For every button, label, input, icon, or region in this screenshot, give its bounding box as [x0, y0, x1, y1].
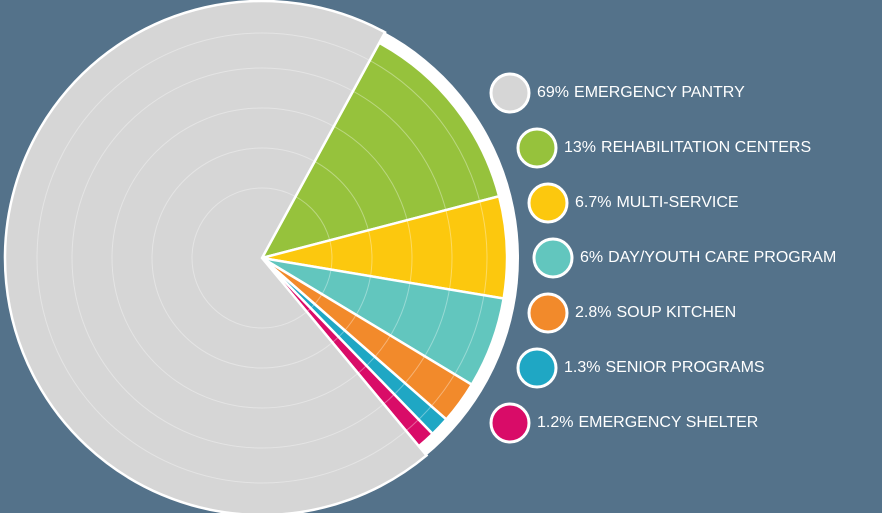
plate-rings: [36, 32, 488, 484]
legend-swatch: [489, 72, 531, 114]
legend-swatch: [489, 402, 531, 444]
legend-label: 13% REHABILITATION CENTERS: [564, 139, 811, 156]
legend-swatch: [527, 292, 569, 334]
legend-category: SOUP KITCHEN: [616, 304, 736, 321]
legend-category: DAY/YOUTH CARE PROGRAM: [608, 249, 836, 266]
pie-slice: [259, 41, 501, 260]
legend-value: 1.3%: [564, 359, 600, 376]
legend-label: 69% EMERGENCY PANTRY: [537, 84, 745, 101]
legend-category: SENIOR PROGRAMS: [605, 359, 764, 376]
legend-value: 13%: [564, 139, 596, 156]
legend-value: 2.8%: [575, 304, 611, 321]
legend-label: 1.2% EMERGENCY SHELTER: [537, 414, 758, 431]
legend-category: REHABILITATION CENTERS: [601, 139, 811, 156]
legend-label: 6% DAY/YOUTH CARE PROGRAM: [580, 249, 836, 266]
legend-category: MULTI-SERVICE: [616, 194, 738, 211]
pie: [3, 0, 509, 513]
legend-swatch: [516, 347, 558, 389]
legend: 69% EMERGENCY PANTRY 13% REHABILITATION CEN…: [489, 72, 836, 444]
legend-value: 6.7%: [575, 194, 611, 211]
legend-label: 1.3% SENIOR PROGRAMS: [564, 359, 765, 376]
legend-value: 1.2%: [537, 414, 573, 431]
legend-value: 69%: [537, 84, 569, 101]
legend-category: EMERGENCY SHELTER: [578, 414, 758, 431]
legend-swatch: [527, 182, 569, 224]
legend-label: 6.7% MULTI-SERVICE: [575, 194, 739, 211]
legend-swatch: [516, 127, 558, 169]
legend-value: 6%: [580, 249, 603, 266]
legend-category: EMERGENCY PANTRY: [574, 84, 745, 101]
legend-label: 2.8% SOUP KITCHEN: [575, 304, 736, 321]
pie-slice: [3, 0, 429, 513]
legend-swatch: [532, 237, 574, 279]
